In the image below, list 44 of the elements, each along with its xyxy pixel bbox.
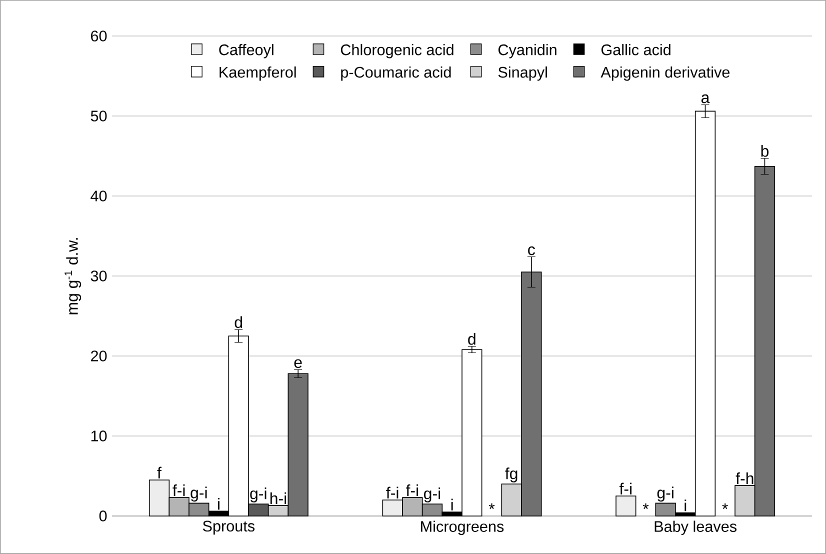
bar bbox=[616, 496, 636, 516]
legend-label: p-Coumaric acid bbox=[341, 66, 451, 81]
legend-label: Apigenin derivative bbox=[600, 66, 730, 81]
y-axis-title: mg g$^{-1}$ d.w. bbox=[64, 238, 82, 314]
data-label: fg bbox=[505, 467, 518, 482]
y-tick-label: 20 bbox=[91, 350, 107, 362]
legend-label: Kaempferol bbox=[220, 66, 296, 81]
data-label: i bbox=[451, 498, 453, 510]
legend-label: Caffeoyl bbox=[219, 44, 274, 58]
data-label: i bbox=[218, 498, 220, 510]
x-tick-label: Microgreens bbox=[421, 520, 504, 535]
legend-label: Gallic acid bbox=[601, 44, 670, 56]
text: * bbox=[722, 503, 728, 509]
data-label: f-i bbox=[172, 484, 185, 496]
y-tick-label: 50 bbox=[90, 110, 107, 122]
data-label: f-i bbox=[386, 486, 398, 498]
data-label: c bbox=[528, 246, 535, 256]
data-label: f bbox=[157, 466, 162, 478]
x-tick-label: Sprouts bbox=[202, 520, 255, 535]
data-label: f-h bbox=[736, 472, 754, 484]
data-label: a bbox=[701, 94, 710, 104]
y-tick-label: 40 bbox=[90, 190, 107, 202]
legend-label: Cyanidin bbox=[498, 44, 556, 58]
data-label: f-i bbox=[619, 482, 632, 494]
data-label: g-i bbox=[424, 487, 440, 502]
text: * bbox=[642, 503, 649, 509]
data-label: b bbox=[761, 145, 769, 157]
legend-label: Chlorogenic acid bbox=[340, 44, 454, 58]
y-tick-label: 30 bbox=[90, 270, 107, 282]
x-tick-label: Baby leaves bbox=[654, 520, 737, 535]
data-label: d bbox=[234, 316, 242, 328]
y-tick-label: 60 bbox=[91, 30, 107, 42]
data-label: d bbox=[468, 333, 476, 345]
data-label: g-i bbox=[190, 486, 207, 502]
data-label: i bbox=[684, 500, 686, 512]
text: * bbox=[488, 503, 495, 509]
y-tick-label: 0 bbox=[99, 510, 107, 522]
y-tick-label: 10 bbox=[91, 430, 107, 442]
data-label: e bbox=[294, 359, 302, 368]
legend-label: Sinapyl bbox=[498, 66, 547, 81]
data-label: h-i bbox=[270, 492, 286, 504]
data-label: g-i bbox=[250, 487, 266, 502]
data-label: g-i bbox=[657, 486, 674, 502]
data-label: f-i bbox=[406, 484, 418, 496]
